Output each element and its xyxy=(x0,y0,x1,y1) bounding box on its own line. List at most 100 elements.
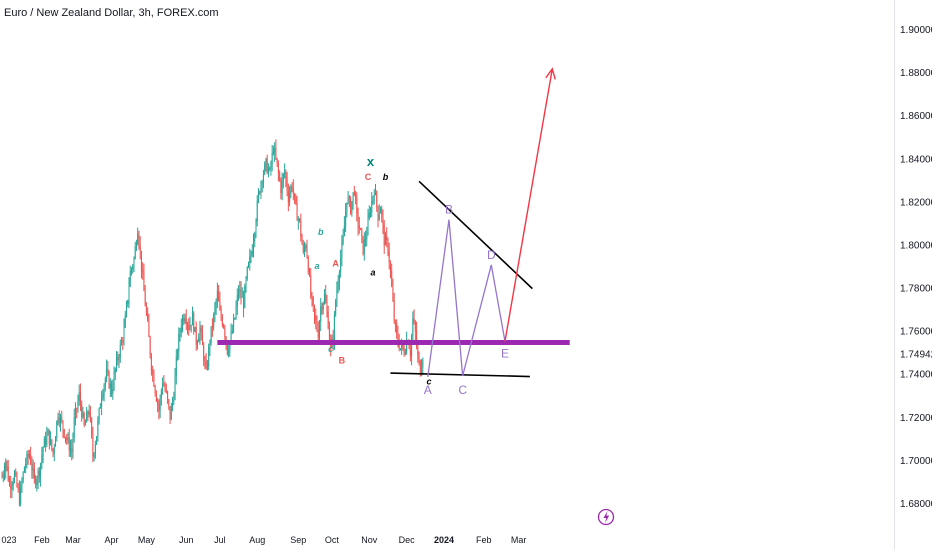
candle xyxy=(240,281,242,305)
candle-body xyxy=(345,211,347,226)
support-zone-line[interactable] xyxy=(217,339,570,345)
candle-body xyxy=(246,267,248,279)
candle-body xyxy=(290,186,292,194)
x-tick-label: Feb xyxy=(34,535,50,545)
candle-body xyxy=(261,181,263,184)
breakout-arrow-line[interactable] xyxy=(504,68,553,342)
candle xyxy=(241,287,243,298)
y-axis: 1.90000 1.88000 1.86000 1.84000 1.82000 1.800… xyxy=(900,25,932,510)
candle xyxy=(388,242,390,270)
candle-body xyxy=(180,326,182,332)
candle xyxy=(13,470,15,484)
candle-body xyxy=(76,408,78,410)
lower-trendline[interactable] xyxy=(390,372,530,378)
wave-label-A: A xyxy=(424,383,432,397)
candle xyxy=(413,309,415,325)
candle xyxy=(203,341,205,367)
candle xyxy=(195,321,197,351)
wave-projection-path[interactable] xyxy=(427,219,506,378)
candle xyxy=(154,384,156,397)
candle-body xyxy=(285,171,287,179)
candle xyxy=(64,436,66,444)
candle xyxy=(301,233,303,246)
candle-body xyxy=(55,437,57,447)
candle xyxy=(101,390,103,416)
candle-body xyxy=(422,359,424,368)
candle-body xyxy=(236,295,238,307)
candle xyxy=(83,411,85,428)
candle xyxy=(158,399,160,420)
candle-body xyxy=(147,313,149,321)
candle-body xyxy=(83,413,85,426)
upper-trendline[interactable] xyxy=(418,180,533,290)
candle xyxy=(37,467,39,490)
candle xyxy=(414,319,416,341)
candle xyxy=(111,380,113,397)
candle-body xyxy=(22,472,24,482)
candle xyxy=(173,391,175,406)
candle-body xyxy=(67,437,69,440)
candle-body xyxy=(421,367,423,375)
candle xyxy=(345,202,347,233)
candle xyxy=(163,374,165,387)
candle-body xyxy=(325,294,327,303)
candle-body xyxy=(104,378,106,386)
candle xyxy=(66,434,68,445)
candle xyxy=(376,190,378,212)
candle xyxy=(36,475,38,492)
candle xyxy=(63,428,65,439)
candle-body xyxy=(213,314,215,328)
candle-body xyxy=(37,470,39,480)
candle-body xyxy=(98,408,100,421)
candle xyxy=(223,323,225,329)
candle-body xyxy=(198,338,200,343)
candle xyxy=(326,294,328,318)
candle xyxy=(38,466,40,483)
candle xyxy=(102,389,104,401)
candle xyxy=(245,276,247,293)
candle-body xyxy=(350,198,352,214)
candle xyxy=(286,172,288,197)
x-tick-label: Sep xyxy=(290,535,306,545)
candle-body xyxy=(40,463,42,478)
candle-body xyxy=(18,489,20,505)
candle xyxy=(389,260,391,279)
lightning-icon[interactable] xyxy=(597,508,615,526)
candle xyxy=(33,462,35,484)
candle xyxy=(208,343,210,371)
candle-body xyxy=(194,327,196,332)
candle-body xyxy=(106,368,108,379)
candle xyxy=(297,216,299,230)
candle xyxy=(18,480,20,507)
candle xyxy=(216,282,218,309)
candle xyxy=(292,179,294,201)
candle-body xyxy=(45,438,47,445)
candle xyxy=(259,190,261,196)
wave-label: a xyxy=(314,261,319,271)
candle-body xyxy=(123,327,125,342)
candle-body xyxy=(224,327,226,338)
candle-body xyxy=(397,333,399,343)
candle xyxy=(103,383,105,402)
candle xyxy=(386,227,388,248)
candle xyxy=(51,438,53,452)
candle-body xyxy=(384,236,386,246)
x-tick-label: Mar xyxy=(65,535,81,545)
candle-body xyxy=(132,266,134,269)
candle xyxy=(366,226,368,247)
candle xyxy=(106,359,108,383)
candle-body xyxy=(322,302,324,310)
candle xyxy=(5,458,7,479)
y-tick-label: 1.90000 xyxy=(900,25,932,36)
candles xyxy=(1,139,424,507)
candle xyxy=(290,184,292,199)
candle xyxy=(183,313,185,326)
candle-body xyxy=(226,343,228,355)
candle xyxy=(416,321,418,350)
candle xyxy=(84,419,86,426)
candle xyxy=(315,308,317,330)
candle-body xyxy=(296,203,298,221)
candle xyxy=(372,195,374,205)
breakout-arrow-head xyxy=(545,67,556,80)
